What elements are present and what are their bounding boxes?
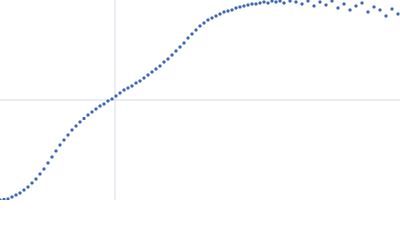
point [162, 60, 166, 64]
point [154, 67, 158, 71]
point [230, 8, 234, 12]
point [70, 128, 74, 132]
point [378, 8, 382, 12]
point [146, 73, 150, 77]
point [74, 124, 78, 128]
point [294, 0, 298, 4]
point [94, 107, 98, 111]
point [22, 188, 26, 192]
point [300, 2, 304, 6]
point [390, 7, 394, 11]
point [14, 193, 18, 197]
point [242, 4, 246, 8]
point [194, 28, 198, 32]
point [178, 45, 182, 49]
point [50, 155, 54, 159]
point [396, 12, 400, 16]
point [262, 0, 266, 4]
point [26, 185, 30, 189]
point [360, 1, 364, 5]
point [278, 0, 282, 3]
chart [0, 0, 400, 200]
point [288, 0, 292, 3]
point [2, 197, 6, 200]
point [354, 4, 358, 8]
point [238, 5, 242, 9]
point [34, 177, 38, 181]
point [218, 12, 222, 16]
point [246, 3, 250, 7]
point [198, 24, 202, 28]
point [42, 167, 46, 171]
point [130, 84, 134, 88]
point [102, 102, 106, 106]
point [186, 36, 190, 40]
point [182, 41, 186, 45]
point [122, 88, 126, 92]
point [206, 18, 210, 22]
point [150, 70, 154, 74]
point [118, 91, 122, 95]
point [282, 1, 286, 5]
point [0, 198, 2, 200]
point [158, 64, 162, 68]
point [46, 161, 50, 165]
point [274, 0, 278, 4]
point [18, 191, 22, 195]
point [348, 8, 352, 12]
point [258, 1, 262, 5]
point [138, 79, 142, 83]
point [330, 0, 334, 3]
point [384, 14, 388, 18]
point [54, 149, 58, 153]
point [58, 143, 62, 147]
point [114, 94, 118, 98]
point [226, 9, 230, 13]
point [90, 110, 94, 114]
point [324, 3, 328, 7]
point [86, 113, 90, 117]
point [372, 5, 376, 9]
point [110, 97, 114, 101]
point [134, 81, 138, 85]
point [234, 6, 238, 10]
point [98, 104, 102, 108]
point [82, 116, 86, 121]
point [106, 99, 110, 103]
point [270, 0, 274, 3]
point [6, 197, 10, 200]
point [312, 4, 316, 8]
point [342, 2, 346, 6]
point [250, 2, 254, 6]
point [10, 195, 14, 199]
point [142, 76, 146, 80]
point [190, 32, 194, 36]
point [38, 172, 42, 176]
point [126, 86, 130, 90]
point [66, 133, 70, 137]
point [78, 120, 82, 124]
point [202, 21, 206, 25]
point [166, 57, 170, 61]
point [254, 2, 258, 6]
point [214, 14, 218, 18]
point [318, 0, 322, 4]
point [306, 0, 310, 3]
point [366, 10, 370, 14]
point [30, 181, 34, 185]
point [210, 16, 214, 20]
point [174, 49, 178, 53]
point [222, 10, 226, 14]
point [266, 1, 270, 5]
point [170, 53, 174, 57]
point [336, 6, 340, 10]
point [62, 138, 66, 142]
